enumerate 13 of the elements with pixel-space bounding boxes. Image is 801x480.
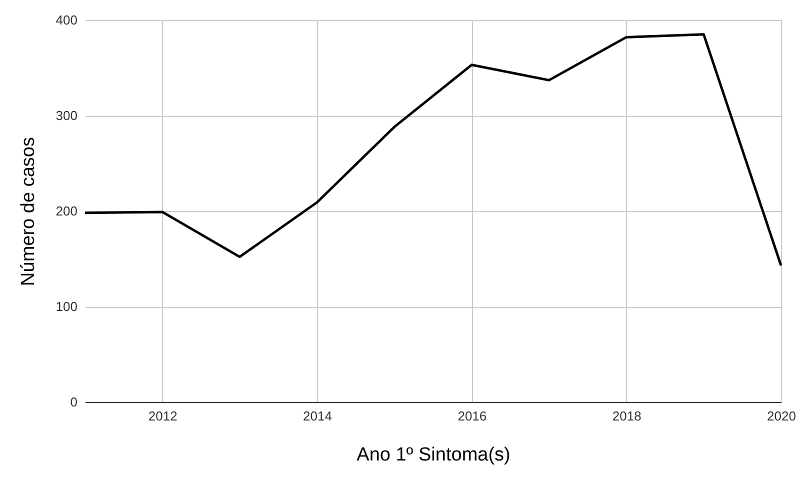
y-tick-label: 300 <box>56 108 78 123</box>
y-tick-label: 0 <box>70 394 78 410</box>
y-tick-label: 400 <box>56 12 78 28</box>
x-tick-label: 2016 <box>458 408 487 424</box>
x-tick-label: 2012 <box>148 408 178 424</box>
x-tick-label: 2020 <box>767 408 796 424</box>
x-tick-label: 2014 <box>303 408 332 424</box>
x-axis-title: Ano 1º Sintoma(s) <box>356 444 510 466</box>
y-tick-label: 100 <box>56 299 78 314</box>
y-axis-title: Número de casos <box>18 137 39 286</box>
y-tick-label: 200 <box>56 204 78 218</box>
line-series <box>84 33 782 267</box>
x-tick-label: 2018 <box>612 408 642 424</box>
